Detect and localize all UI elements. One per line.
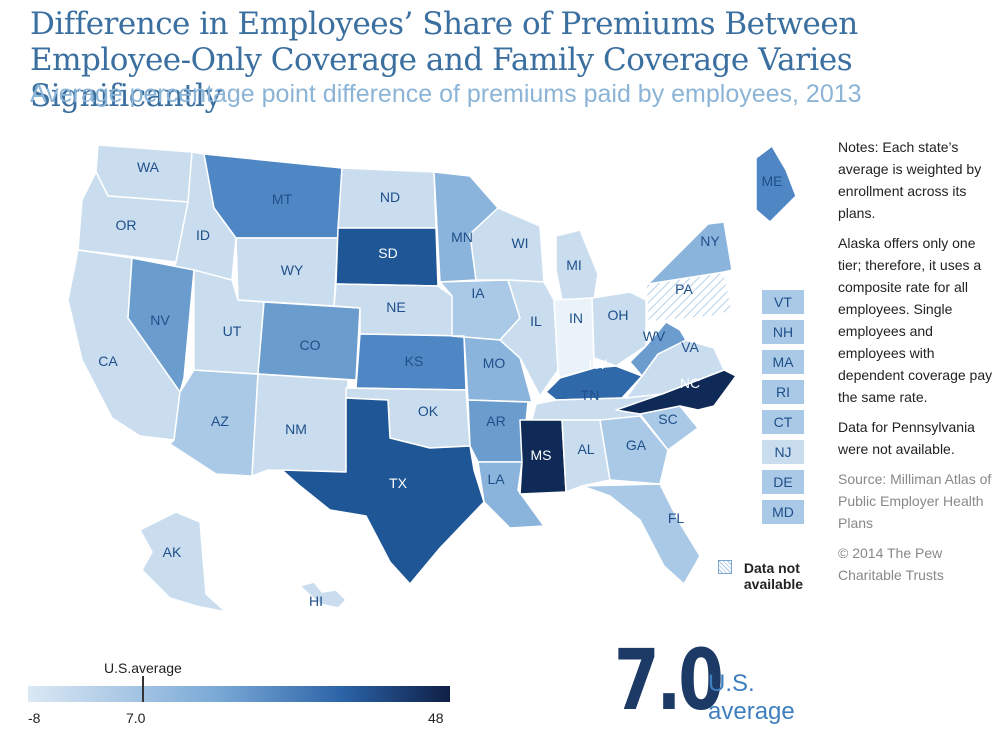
- source-note: Source: Milliman Atlas of Public Employe…: [838, 471, 992, 531]
- state-label-pa: PA: [675, 281, 693, 297]
- small-state-swatch-md[interactable]: [762, 500, 804, 524]
- state-label-az: AZ: [211, 413, 229, 429]
- state-label-nv: NV: [150, 312, 170, 328]
- state-label-oh: OH: [608, 307, 629, 323]
- caption-line1: U.S.: [708, 670, 755, 697]
- notes-panel: Notes: Each state’s average is weighted …: [838, 136, 998, 594]
- state-label-al: AL: [577, 441, 594, 457]
- state-label-co: CO: [300, 337, 321, 353]
- small-state-swatch-vt[interactable]: [762, 290, 804, 314]
- state-label-mt: MT: [272, 191, 293, 207]
- state-label-in: IN: [569, 310, 583, 326]
- na-legend-line1: Data not: [743, 560, 800, 576]
- state-hi[interactable]: [299, 581, 347, 609]
- state-label-nd: ND: [380, 189, 400, 205]
- small-state-label-ct: CT: [774, 414, 793, 430]
- state-label-ca: CA: [98, 353, 118, 369]
- small-state-swatch-nj[interactable]: [762, 440, 804, 464]
- state-fl[interactable]: [581, 483, 701, 585]
- state-label-ks: KS: [405, 353, 424, 369]
- state-label-ky: KY: [589, 356, 608, 372]
- color-scale-bar: [28, 686, 450, 702]
- state-label-ne: NE: [386, 299, 405, 315]
- state-label-nm: NM: [285, 421, 307, 437]
- copyright-note: © 2014 The Pew Charitable Trusts: [838, 545, 944, 583]
- state-il[interactable]: [499, 279, 559, 397]
- small-state-label-nj: NJ: [774, 444, 791, 460]
- state-label-me: ME: [762, 173, 783, 189]
- state-label-ak: AK: [163, 544, 182, 560]
- hatch-swatch: [718, 560, 732, 574]
- state-label-sd: SD: [378, 245, 397, 261]
- state-al[interactable]: [561, 419, 611, 493]
- state-nv[interactable]: [127, 257, 195, 393]
- state-label-hi: HI: [309, 593, 323, 609]
- scale-max-label: 48: [428, 710, 444, 726]
- state-label-ga: GA: [626, 437, 647, 453]
- state-label-fl: FL: [668, 510, 685, 526]
- state-label-ut: UT: [223, 323, 242, 339]
- state-wv[interactable]: [629, 321, 687, 377]
- state-label-or: OR: [116, 217, 137, 233]
- state-tx[interactable]: [281, 397, 485, 585]
- note-pennsylvania: Data for Pennsylvania were not available…: [838, 419, 975, 457]
- not-available-legend: Data not available: [718, 560, 803, 592]
- chart-subtitle: Average percentage point difference of p…: [30, 80, 862, 108]
- state-label-nc: NC: [680, 375, 700, 391]
- state-label-wa: WA: [137, 159, 160, 175]
- state-label-mo: MO: [483, 355, 506, 371]
- scale-average-label: 7.0: [126, 710, 146, 726]
- state-label-ia: IA: [471, 285, 485, 301]
- small-state-swatch-nh[interactable]: [762, 320, 804, 344]
- state-label-wi: WI: [511, 235, 528, 251]
- note-weighting: Notes: Each state’s average is weighted …: [838, 139, 982, 221]
- state-ny[interactable]: [647, 221, 733, 285]
- state-ar[interactable]: [467, 399, 529, 463]
- state-me[interactable]: [755, 145, 797, 223]
- scale-average-tick: [142, 676, 144, 702]
- small-state-label-nh: NH: [773, 324, 793, 340]
- state-label-id: ID: [196, 227, 210, 243]
- state-label-va: VA: [681, 339, 699, 355]
- state-label-la: LA: [487, 471, 505, 487]
- state-label-ny: NY: [700, 233, 720, 249]
- caption-line2: average: [708, 698, 795, 725]
- us-average-caption: U.S. average: [708, 670, 795, 726]
- state-label-ok: OK: [418, 403, 439, 419]
- small-state-swatch-de[interactable]: [762, 470, 804, 494]
- state-label-ms: MS: [531, 447, 552, 463]
- state-label-ar: AR: [486, 413, 505, 429]
- state-label-mi: MI: [566, 257, 582, 273]
- small-state-swatch-ct[interactable]: [762, 410, 804, 434]
- scale-min-label: -8: [28, 710, 41, 726]
- state-label-wy: WY: [281, 262, 304, 278]
- small-state-label-md: MD: [772, 504, 794, 520]
- small-state-label-de: DE: [773, 474, 792, 490]
- state-label-sc: SC: [658, 411, 677, 427]
- small-state-swatch-ma[interactable]: [762, 350, 804, 374]
- small-state-swatch-ri[interactable]: [762, 380, 804, 404]
- state-ms[interactable]: [519, 419, 567, 495]
- state-label-tx: TX: [389, 475, 408, 491]
- chart-title: Difference in Employees’ Share of Premiu…: [30, 6, 858, 114]
- us-average-value: 7.0: [614, 631, 724, 729]
- state-label-wv: WV: [643, 328, 666, 344]
- state-ak[interactable]: [139, 511, 227, 613]
- small-state-label-vt: VT: [774, 294, 792, 310]
- state-ga[interactable]: [599, 415, 669, 485]
- small-state-label-ri: RI: [776, 384, 790, 400]
- state-label-il: IL: [530, 313, 542, 329]
- small-state-label-ma: MA: [773, 354, 795, 370]
- note-alaska: Alaska offers only one tier; therefore, …: [838, 235, 993, 405]
- state-label-mn: MN: [451, 229, 473, 245]
- na-legend-line2: available: [743, 576, 804, 592]
- scale-average-title: U.S.average: [104, 660, 182, 676]
- state-label-tn: TN: [581, 387, 600, 403]
